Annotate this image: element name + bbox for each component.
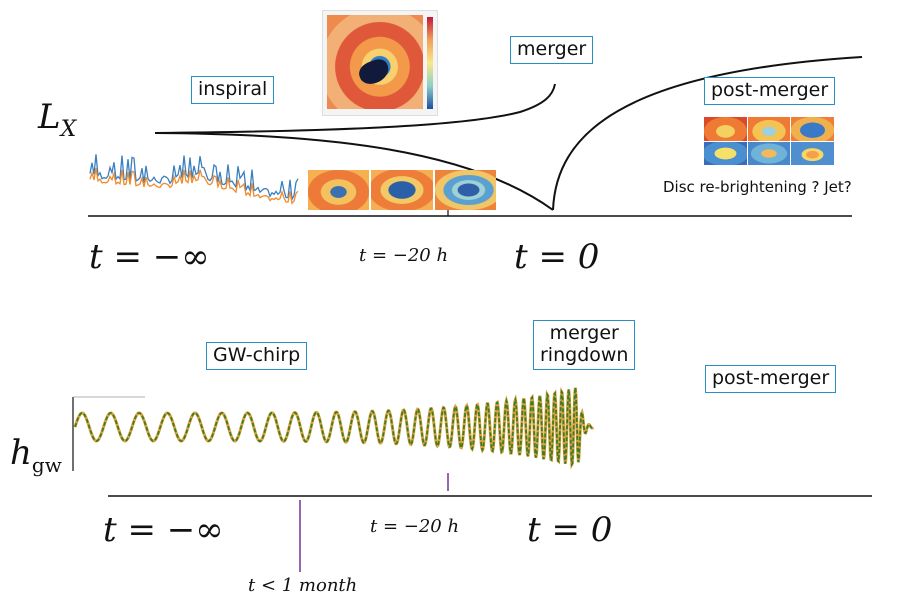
lightcurve-blue-series bbox=[89, 154, 299, 202]
lightcurve-orange-series bbox=[89, 167, 299, 205]
bottom-t-minus-20h: t = −20 h bbox=[370, 516, 460, 537]
inspiral-label-box: inspiral bbox=[191, 76, 275, 104]
post-merger-luminosity-curve bbox=[552, 56, 863, 211]
bottom-t-month: t < 1 month bbox=[248, 575, 358, 596]
top-t-zero: t = 0 bbox=[514, 237, 600, 277]
merger-simulation-image bbox=[322, 10, 438, 116]
top-t-minus-inf: t = −∞ bbox=[89, 237, 210, 277]
inspiral-simulation-strip bbox=[308, 170, 496, 210]
lx-subscript: X bbox=[60, 116, 77, 142]
top-t-minus-20h: t = −20 h bbox=[359, 245, 449, 266]
hgw-subscript: gw bbox=[31, 452, 62, 477]
post-merger-simulation-grid bbox=[704, 117, 834, 165]
bottom-post-merger-label: post-merger bbox=[712, 367, 830, 389]
lx-symbol: L bbox=[38, 97, 61, 137]
bottom-ylabel-hgw: hgw bbox=[10, 433, 62, 477]
bottom-t-zero: t = 0 bbox=[527, 510, 613, 550]
inspiral-luminosity-curve bbox=[154, 132, 554, 211]
gw-chirp-label-box: GW-chirp bbox=[206, 342, 308, 370]
disc-rebrightening-caption: Disc re-brightening ? Jet? bbox=[663, 178, 852, 196]
merger-branch-curve bbox=[154, 83, 556, 134]
gw-chirp-label: GW-chirp bbox=[213, 344, 301, 366]
post-merger-label: post-merger bbox=[711, 79, 829, 101]
bottom-t-minus-inf: t = −∞ bbox=[103, 510, 224, 550]
merger-label-box: merger bbox=[510, 36, 594, 64]
top-ylabel-lx: LX bbox=[38, 97, 76, 142]
post-merger-label-box: post-merger bbox=[704, 77, 836, 105]
merger-ringdown-line1: merger bbox=[549, 322, 619, 344]
gw-waveform-green bbox=[74, 387, 594, 468]
merger-label: merger bbox=[517, 38, 587, 60]
merger-ringdown-label-box: merger ringdown bbox=[533, 320, 636, 370]
bottom-post-merger-label-box: post-merger bbox=[705, 365, 837, 393]
hgw-symbol: h bbox=[10, 433, 32, 473]
merger-ringdown-line2: ringdown bbox=[540, 343, 629, 366]
inspiral-label: inspiral bbox=[198, 78, 268, 100]
